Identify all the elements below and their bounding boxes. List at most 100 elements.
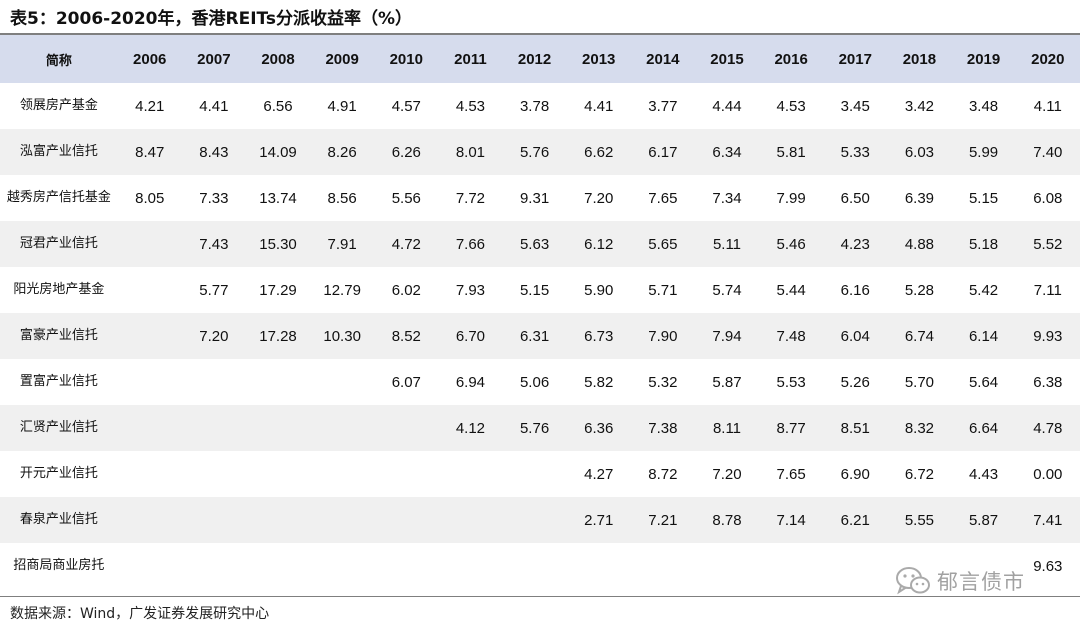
value-cell: 5.33	[840, 143, 870, 161]
value-cell	[118, 405, 182, 451]
value-cell: 6.70	[455, 327, 486, 345]
bottom-divider	[0, 596, 1080, 597]
value-cell: 9.63	[1033, 557, 1063, 575]
value-cell	[310, 405, 374, 451]
value-cell	[503, 543, 567, 589]
value-cell: 5.99	[968, 143, 999, 161]
value-cell: 5.74	[712, 281, 742, 299]
value-cell: 7.65	[776, 465, 806, 483]
value-cell: 4.41	[199, 97, 229, 115]
column-header-year: 2011	[454, 50, 487, 68]
value-cell: 6.74	[904, 327, 935, 345]
value-cell: 4.57	[391, 97, 421, 115]
value-cell: 7.41	[1033, 511, 1063, 529]
value-cell	[310, 359, 374, 405]
value-cell: 5.18	[968, 235, 999, 253]
value-cell: 7.91	[327, 235, 357, 253]
value-cell	[310, 543, 374, 589]
value-cell: 6.38	[1033, 373, 1063, 391]
value-cell: 2.71	[584, 511, 614, 529]
table-row: 冠君产业信托 7.43 15.30 7.91 4.72 7.66 5.63 6.12 5.65 5…	[0, 221, 1080, 267]
value-cell: 4.44	[712, 97, 742, 115]
value-cell: 8.72	[648, 465, 678, 483]
value-cell: 6.12	[584, 235, 614, 253]
table-row: 春泉产业信托 2.71 7.21 8.78 7.14 6.21 5.55 5.87 7.41	[0, 497, 1080, 543]
value-cell: 0.00	[1033, 465, 1063, 483]
value-cell	[182, 405, 246, 451]
value-cell: 7.65	[648, 189, 678, 207]
row-name-cell: 泓富产业信托	[19, 144, 98, 159]
value-cell: 6.21	[840, 511, 870, 529]
value-cell	[182, 497, 246, 543]
value-cell: 7.20	[712, 465, 742, 483]
value-cell: 8.51	[840, 419, 870, 437]
value-cell	[246, 405, 310, 451]
value-cell: 6.04	[840, 327, 870, 345]
value-cell	[118, 451, 182, 497]
column-header-year: 2017	[838, 50, 872, 68]
value-cell	[310, 451, 374, 497]
value-cell: 13.74	[259, 189, 297, 207]
value-cell: 8.05	[135, 189, 165, 207]
value-cell: 7.21	[648, 511, 678, 529]
value-cell: 6.26	[391, 143, 421, 161]
title-divider	[0, 33, 1080, 35]
row-name-cell: 越秀房产信托基金	[6, 190, 111, 205]
value-cell: 7.40	[1033, 143, 1063, 161]
value-cell: 7.11	[1033, 281, 1062, 299]
value-cell	[246, 543, 310, 589]
value-cell	[118, 359, 182, 405]
value-cell: 4.23	[840, 235, 870, 253]
row-name-cell: 富豪产业信托	[19, 328, 98, 343]
value-cell	[246, 497, 310, 543]
value-cell: 7.38	[648, 419, 678, 437]
value-cell: 6.90	[840, 465, 870, 483]
value-cell: 6.73	[584, 327, 614, 345]
table-row: 阳光房地产基金 5.77 17.29 12.79 6.02 7.93 5.15 5.90 5.7…	[0, 267, 1080, 313]
value-cell: 8.43	[199, 143, 229, 161]
value-cell: 9.93	[1033, 327, 1063, 345]
value-cell: 3.42	[904, 97, 935, 115]
value-cell: 7.99	[776, 189, 806, 207]
table-row: 富豪产业信托 7.20 17.28 10.30 8.52 6.70 6.31 6.73 7.90…	[0, 313, 1080, 359]
source-note: 数据来源：Wind，广发证券发展研究中心	[10, 606, 270, 622]
value-cell: 5.55	[904, 511, 935, 529]
value-cell: 5.77	[199, 281, 229, 299]
value-cell: 6.31	[519, 327, 550, 345]
value-cell: 7.90	[648, 327, 678, 345]
value-cell: 7.33	[199, 189, 229, 207]
value-cell	[503, 497, 567, 543]
value-cell: 6.39	[904, 189, 935, 207]
value-cell: 6.56	[263, 97, 293, 115]
value-cell: 4.41	[584, 97, 614, 115]
column-header-year: 2009	[325, 50, 359, 68]
value-cell: 9.31	[519, 189, 550, 207]
value-cell: 8.01	[455, 143, 486, 161]
value-cell: 6.62	[584, 143, 614, 161]
value-cell	[438, 543, 502, 589]
table-row: 招商局商业房托 9.63	[0, 543, 1080, 589]
value-cell: 5.46	[776, 235, 806, 253]
column-header-year: 2018	[902, 50, 937, 68]
table-title: 表5：2006-2020年，香港REITs分派收益率（%）	[10, 9, 413, 29]
value-cell: 17.28	[259, 327, 297, 345]
value-cell	[374, 543, 438, 589]
value-cell	[631, 543, 695, 589]
value-cell: 4.12	[455, 419, 486, 437]
value-cell: 6.14	[968, 327, 999, 345]
table-row: 置富产业信托 6.07 6.94 5.06 5.82 5.32 5.87 5.53 5.26 5.…	[0, 359, 1080, 405]
value-cell: 10.30	[323, 327, 361, 345]
value-cell: 3.45	[840, 97, 870, 115]
value-cell: 5.28	[904, 281, 935, 299]
column-header-year: 2014	[646, 50, 680, 68]
row-name-cell: 开元产业信托	[19, 466, 98, 481]
value-cell	[567, 543, 631, 589]
column-header-year: 2013	[582, 50, 616, 68]
value-cell: 5.42	[968, 281, 999, 299]
value-cell: 7.72	[455, 189, 486, 207]
value-cell	[503, 451, 567, 497]
value-cell	[951, 543, 1015, 589]
value-cell: 7.48	[776, 327, 806, 345]
value-cell: 5.71	[648, 281, 678, 299]
table-row: 泓富产业信托 8.47 8.43 14.09 8.26 6.26 8.01 5.76 6.62 6…	[0, 129, 1080, 175]
